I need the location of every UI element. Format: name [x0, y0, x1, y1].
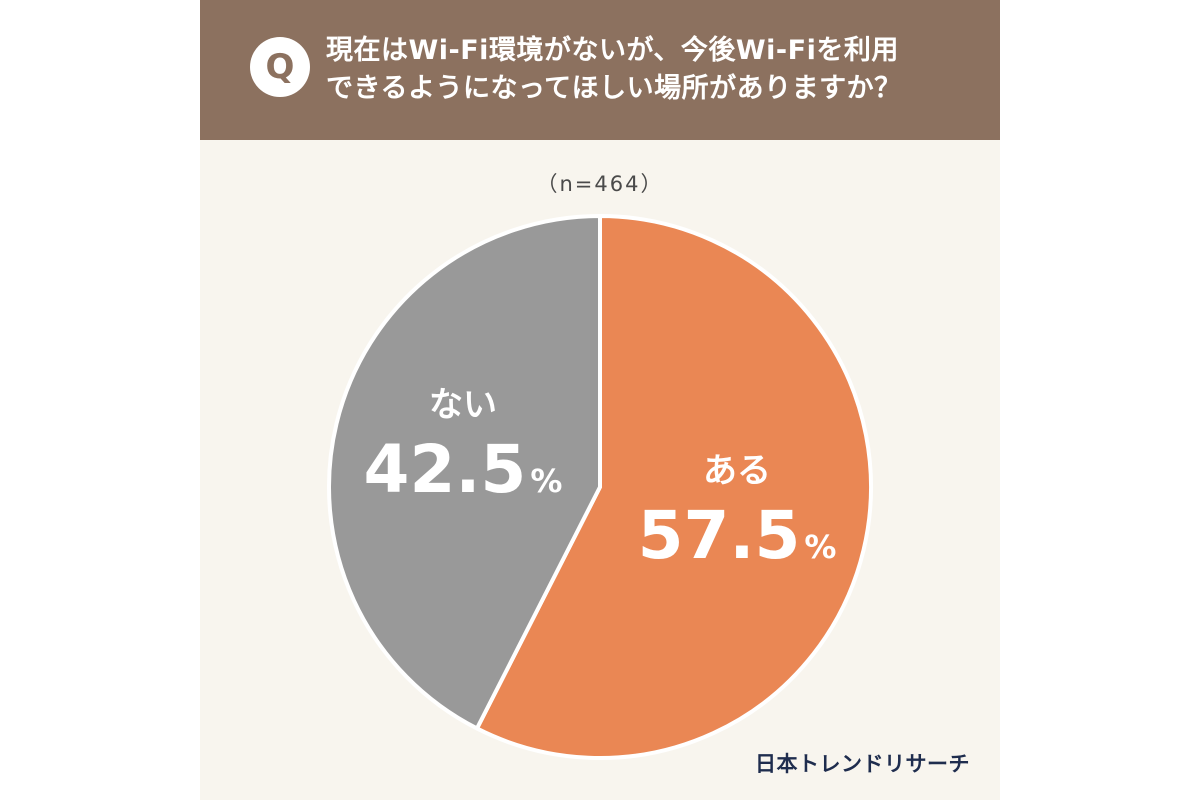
slice-value-aru: 57.5% [638, 497, 837, 574]
chart-card: Q 現在はWi-Fi環境がないが、今後Wi-Fiを利用 できるようになってほしい… [200, 0, 1000, 800]
q-badge: Q [250, 37, 310, 97]
pie-slice-aru [474, 214, 873, 760]
slice-value-nai: 42.5% [364, 431, 563, 508]
question-line-1: 現在はWi-Fi環境がないが、今後Wi-Fiを利用 [326, 35, 899, 66]
question-text: 現在はWi-Fi環境がないが、今後Wi-Fiを利用 できるようになってほしい場所… [326, 32, 986, 108]
pie-slice-nai [327, 214, 602, 731]
pie-chart: ある 57.5 % ない 42.5% [327, 214, 873, 760]
brand-logo: 日本トレンドリサーチ [755, 752, 970, 776]
slice-label-aru: ある [703, 451, 771, 491]
pie-slices [327, 214, 873, 760]
pie-labels: ある 57.5 % ない 42.5% [364, 385, 837, 574]
sample-size: （n=464） [536, 172, 664, 196]
question-header: Q 現在はWi-Fi環境がないが、今後Wi-Fiを利用 できるようになってほしい… [200, 0, 1000, 140]
question-line-2: できるようになってほしい場所がありますか？ [326, 73, 902, 104]
slice-label-nai: ない [429, 385, 497, 425]
